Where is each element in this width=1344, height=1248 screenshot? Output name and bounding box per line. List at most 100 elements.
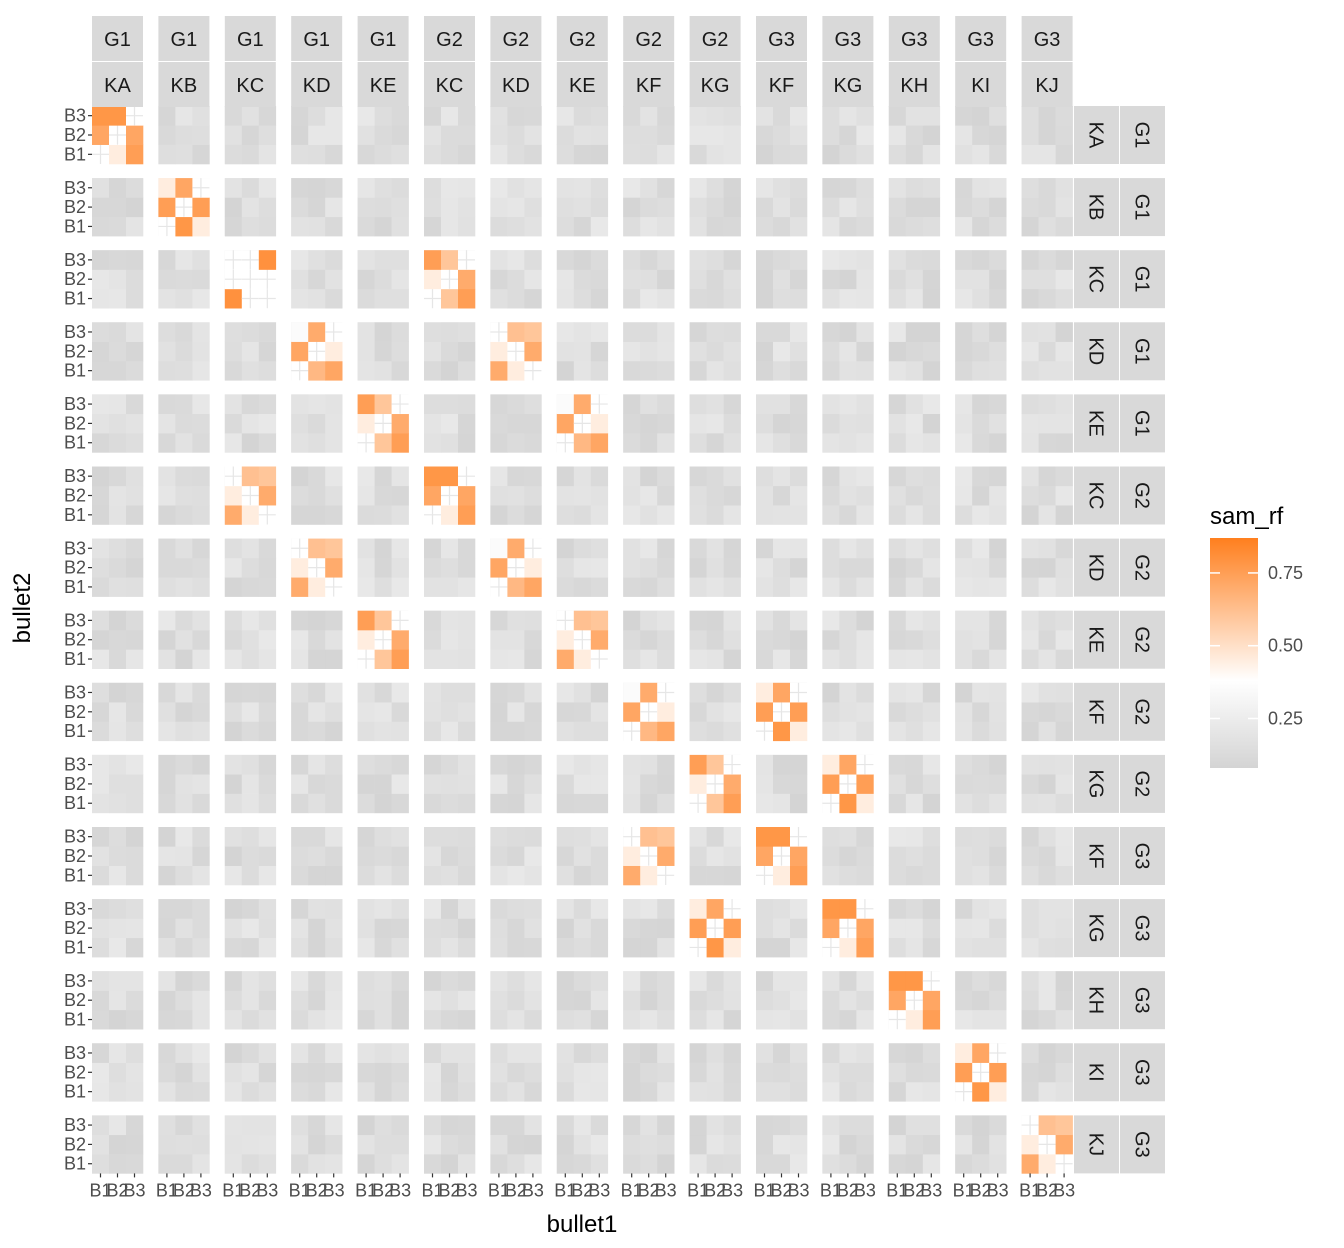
heatmap-tile <box>391 774 409 794</box>
heatmap-tile <box>291 1062 309 1083</box>
heatmap-tile <box>905 937 924 958</box>
heatmap-tile <box>1038 413 1056 434</box>
facet-panel <box>689 178 741 237</box>
heatmap-tile <box>922 774 941 794</box>
heatmap-tile <box>1021 106 1039 126</box>
heatmap-tile <box>441 394 459 415</box>
heatmap-tile <box>689 971 707 991</box>
facet-panel <box>424 610 476 669</box>
heatmap-tile <box>989 937 1007 958</box>
heatmap-tile <box>972 1115 990 1136</box>
heatmap-tile <box>175 990 193 1011</box>
heatmap-tile <box>524 505 542 525</box>
facet-panel <box>822 899 874 958</box>
heatmap-tile <box>689 1062 707 1083</box>
heatmap-tile <box>325 269 343 290</box>
heatmap-tile <box>258 610 277 631</box>
heatmap-tile <box>640 1009 658 1030</box>
heatmap-tile <box>1021 433 1039 453</box>
heatmap-tile <box>224 433 243 453</box>
heatmap-tile <box>773 1062 791 1083</box>
heatmap-tile <box>126 1043 144 1063</box>
strip-background <box>357 62 409 107</box>
heatmap-tile <box>556 106 575 126</box>
heatmap-tile <box>706 485 724 506</box>
heatmap-tile <box>856 1043 874 1063</box>
heatmap-tile <box>822 413 840 434</box>
heatmap-tile <box>507 106 525 126</box>
facet-panel <box>955 250 1007 309</box>
column-strip-land: KG <box>701 75 730 97</box>
heatmap-tile <box>490 1115 508 1136</box>
heatmap-tile <box>490 106 508 126</box>
heatmap-tile <box>357 1062 375 1083</box>
facet-panel <box>556 1043 609 1102</box>
heatmap-tile <box>325 394 343 415</box>
heatmap-tile <box>524 702 542 722</box>
heatmap-tile <box>689 899 707 919</box>
strip-background <box>689 62 741 107</box>
heatmap-tile <box>723 1134 741 1155</box>
heatmap-tile <box>773 1009 791 1030</box>
heatmap-tile <box>308 971 326 991</box>
heatmap-tile <box>92 485 110 506</box>
heatmap-tile <box>175 827 193 847</box>
heatmap-tile <box>391 702 409 722</box>
heatmap-tile <box>773 1115 791 1136</box>
heatmap-tile <box>224 322 243 342</box>
heatmap-tile <box>92 322 110 342</box>
heatmap-tile <box>1038 394 1056 415</box>
heatmap-tile <box>224 1134 243 1155</box>
heatmap-tile <box>590 360 609 381</box>
facet-panel <box>822 971 874 1030</box>
heatmap-tile <box>241 702 260 722</box>
heatmap-tile <box>325 341 343 362</box>
heatmap-tile <box>822 774 840 794</box>
heatmap-tile <box>590 918 609 939</box>
heatmap-tile <box>391 577 409 597</box>
heatmap-tile <box>490 1062 508 1083</box>
heatmap-tile <box>905 918 924 939</box>
heatmap-tile <box>922 197 941 218</box>
heatmap-tile <box>556 793 575 814</box>
heatmap-tile <box>241 649 260 669</box>
heatmap-tile <box>790 288 808 309</box>
heatmap-tile <box>922 216 941 237</box>
heatmap-tile <box>955 413 973 434</box>
heatmap-tile <box>308 269 326 290</box>
heatmap-tile <box>790 178 808 198</box>
heatmap-tile <box>109 649 127 669</box>
heatmap-tile <box>325 216 343 237</box>
heatmap-tile <box>556 216 575 237</box>
heatmap-tile <box>623 793 641 814</box>
strip-background <box>955 16 1007 61</box>
y-tick-label: B3 <box>64 394 86 414</box>
heatmap-tile <box>308 702 326 722</box>
facet-panel <box>756 682 808 742</box>
heatmap-tile <box>1055 990 1073 1011</box>
heatmap-tile <box>158 827 176 847</box>
heatmap-tile <box>192 413 210 434</box>
y-tick-label: B2 <box>64 197 86 217</box>
heatmap-tile <box>905 1134 924 1155</box>
heatmap-tile <box>888 827 907 847</box>
heatmap-tile <box>723 682 741 703</box>
heatmap-tile <box>391 322 409 342</box>
x-tick-label: B3 <box>190 1180 212 1200</box>
heatmap-tile <box>1021 125 1039 145</box>
facet-panel <box>92 538 144 597</box>
heatmap-tile <box>109 1062 127 1083</box>
heatmap-tile <box>573 937 592 958</box>
heatmap-tile <box>308 125 326 145</box>
facet-panel <box>490 250 542 309</box>
heatmap-tile <box>623 433 641 453</box>
heatmap-tile <box>158 413 176 434</box>
heatmap-tile <box>756 505 774 525</box>
heatmap-tile <box>258 990 277 1011</box>
heatmap-tile <box>556 846 575 866</box>
heatmap-tile <box>1055 413 1073 434</box>
heatmap-tile <box>756 899 774 919</box>
heatmap-tile <box>224 1062 243 1083</box>
heatmap-tile <box>192 1062 210 1083</box>
